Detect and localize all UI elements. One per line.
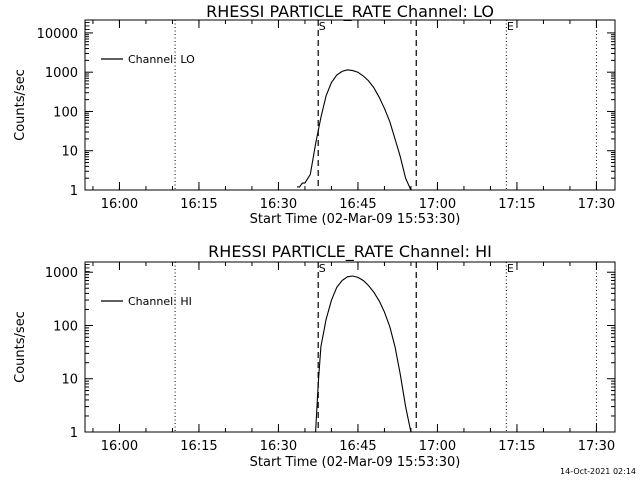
x-tick-label: 16:45 <box>339 197 376 212</box>
chart-title: RHESSI PARTICLE_RATE Channel: HI <box>208 242 492 262</box>
series-line <box>315 275 412 433</box>
x-axis-label: Start Time (02-Mar-09 15:53:30) <box>250 212 461 227</box>
y-axis-label: Counts/sec <box>13 311 28 383</box>
start-marker-label: E <box>84 262 91 275</box>
y-tick-label: 1 <box>70 184 78 199</box>
y-tick-label: 100 <box>53 105 78 120</box>
footer-timestamp: 14-Oct-2021 02:14 <box>560 467 636 476</box>
x-tick-label: 16:15 <box>180 439 217 454</box>
x-tick-label: 16:15 <box>180 197 217 212</box>
x-tick-label: 16:30 <box>260 439 297 454</box>
x-tick-label: 17:00 <box>419 439 456 454</box>
time-marker-label: S <box>319 262 326 275</box>
x-tick-label: 17:30 <box>578 439 615 454</box>
x-tick-label: 16:30 <box>260 197 297 212</box>
plot-frame <box>84 261 616 433</box>
x-tick-label: 17:00 <box>419 197 456 212</box>
y-tick-label: 10000 <box>37 27 78 42</box>
x-tick-label: 17:15 <box>498 197 535 212</box>
series-line <box>297 69 412 191</box>
y-tick-label: 1000 <box>45 266 78 281</box>
chart-title: RHESSI PARTICLE_RATE Channel: LO <box>206 2 494 22</box>
x-tick-label: 16:00 <box>101 439 138 454</box>
x-tick-label: 16:45 <box>339 439 376 454</box>
time-marker-label: E <box>507 262 514 275</box>
y-tick-label: 100 <box>53 319 78 334</box>
x-tick-label: 16:00 <box>101 197 138 212</box>
y-tick-label: 1000 <box>45 66 78 81</box>
y-tick-label: 10 <box>61 145 78 160</box>
x-tick-label: 17:15 <box>498 439 535 454</box>
x-tick-label: 17:30 <box>578 197 615 212</box>
time-marker-label: S <box>319 20 326 33</box>
y-axis-label: Counts/sec <box>13 69 28 141</box>
legend-label: Channel: HI <box>128 295 192 308</box>
start-marker-label: E <box>84 20 91 33</box>
plot-frame <box>84 19 616 191</box>
x-axis-label: Start Time (02-Mar-09 15:53:30) <box>250 455 461 470</box>
time-marker-label: E <box>507 20 514 33</box>
y-tick-label: 1 <box>70 426 78 441</box>
legend-label: Channel: LO <box>128 53 195 66</box>
y-tick-label: 10 <box>61 373 78 388</box>
